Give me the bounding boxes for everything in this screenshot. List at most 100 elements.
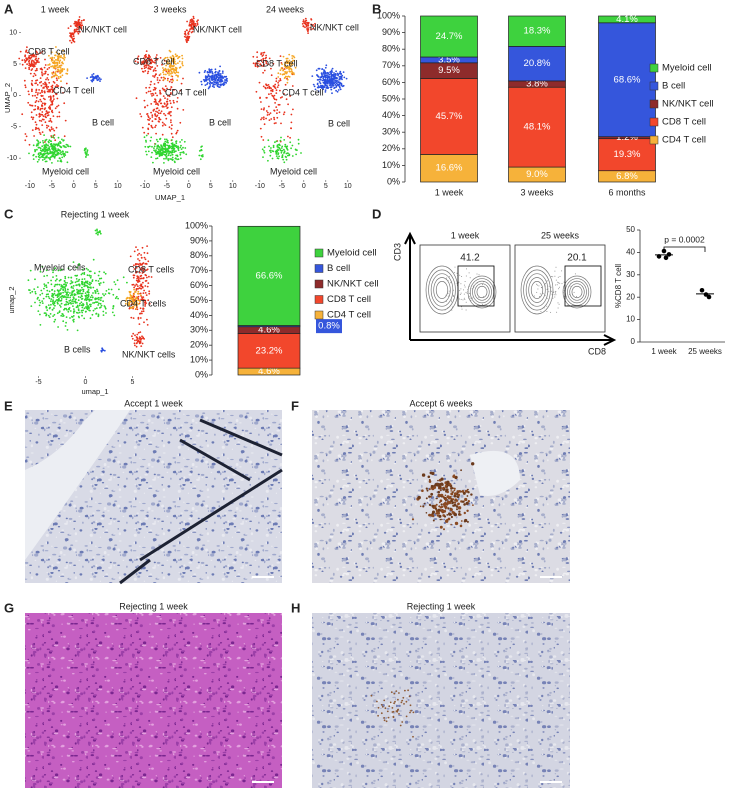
umap-cell	[65, 298, 68, 301]
umap-cell	[340, 84, 343, 87]
event	[467, 291, 469, 293]
umap-cell	[52, 271, 54, 274]
dab-stain	[404, 689, 406, 692]
umap-cell	[52, 128, 54, 130]
umap-cell	[84, 299, 86, 301]
umap-cell	[150, 276, 153, 278]
umap-cell	[136, 275, 139, 277]
dab-stain	[434, 507, 438, 510]
umap-cell	[103, 271, 105, 274]
umap-cell	[137, 55, 140, 58]
umap-cell	[200, 148, 203, 151]
umap-cell	[141, 335, 143, 338]
umap-cell	[134, 304, 136, 307]
umap-cell	[118, 288, 120, 291]
umap-cell	[156, 147, 158, 150]
umap-cell	[167, 151, 169, 153]
event	[482, 284, 483, 286]
umap-cell	[54, 318, 57, 321]
umap-cell	[176, 129, 179, 132]
y-tick-label: 50%	[382, 93, 400, 103]
y-tick-label: 10	[626, 315, 635, 324]
umap-cell	[297, 138, 300, 141]
umap-cell	[283, 93, 285, 95]
dab-stain	[442, 495, 445, 498]
event	[536, 284, 538, 286]
x-tick-label: -5	[164, 183, 170, 190]
dab-stain	[400, 701, 403, 704]
umap-cell	[45, 144, 47, 147]
value-label: 4.1%	[616, 14, 638, 25]
umap-cell	[41, 153, 44, 156]
panel-label: A	[4, 1, 14, 16]
umap-cell	[341, 74, 344, 77]
dab-stain	[460, 520, 463, 522]
umap-cell	[39, 92, 42, 94]
umap-cell	[52, 72, 54, 75]
umap-cell	[24, 54, 27, 57]
umap-cell	[142, 267, 144, 269]
axis-arrow	[404, 231, 617, 346]
umap-cell	[176, 100, 178, 103]
umap-cell	[217, 74, 220, 77]
umap-cell	[50, 298, 53, 300]
umap-cell	[178, 55, 181, 58]
dab-stain	[403, 703, 405, 705]
umap-cell	[135, 97, 138, 100]
umap-cell	[185, 40, 188, 43]
dab-stain	[438, 483, 441, 486]
umap-cell	[35, 50, 37, 53]
umap-cell	[150, 103, 153, 105]
umap-cell	[86, 296, 89, 299]
umap-cell	[83, 281, 86, 284]
y-tick-label: 10%	[190, 354, 208, 364]
umap-cell	[155, 103, 157, 105]
umap-cell	[85, 147, 87, 150]
umap-cell	[63, 59, 66, 61]
umap-cell	[254, 62, 257, 65]
umap-cell	[272, 85, 275, 87]
umap-cell	[194, 23, 197, 25]
umap-cell	[47, 314, 50, 317]
umap-cell	[32, 144, 35, 147]
umap-cell	[313, 25, 316, 27]
umap-cell	[146, 72, 149, 75]
umap-cell	[70, 32, 72, 35]
umap-cell	[62, 296, 65, 299]
umap-cell	[129, 294, 132, 296]
umap-cell	[281, 96, 283, 98]
umap-cell	[45, 293, 48, 296]
umap-cell	[136, 333, 139, 336]
umap-cell	[170, 70, 173, 73]
umap-cell	[268, 93, 270, 96]
umap-cell	[140, 268, 143, 271]
umap-cell	[132, 317, 135, 319]
dab-stain	[425, 487, 428, 490]
umap-cell	[291, 57, 294, 60]
event	[454, 266, 456, 268]
umap-cell	[179, 121, 182, 124]
y-tick-label: 30	[626, 270, 635, 279]
umap-cell	[55, 153, 58, 156]
x-tick-label: -5	[35, 379, 41, 386]
micrograph-title: Rejecting 1 week	[119, 601, 188, 611]
umap-cell	[259, 127, 262, 130]
umap-cell	[135, 246, 137, 248]
umap-cell	[82, 290, 85, 293]
umap-cell	[39, 156, 41, 159]
umap-cell	[86, 150, 89, 153]
legend-swatch	[314, 295, 324, 304]
umap-cell	[288, 62, 291, 65]
umap-cell	[52, 293, 55, 296]
event	[550, 276, 552, 277]
umap-cell	[30, 69, 33, 71]
umap-cell	[89, 270, 92, 273]
umap-cell	[34, 150, 36, 153]
umap-cell	[176, 97, 179, 99]
umap-cell	[81, 314, 83, 317]
umap-cell	[48, 66, 51, 69]
umap-cell	[96, 228, 98, 231]
umap-cell	[208, 82, 211, 85]
umap-cell	[166, 62, 168, 65]
umap-cell	[168, 69, 171, 72]
